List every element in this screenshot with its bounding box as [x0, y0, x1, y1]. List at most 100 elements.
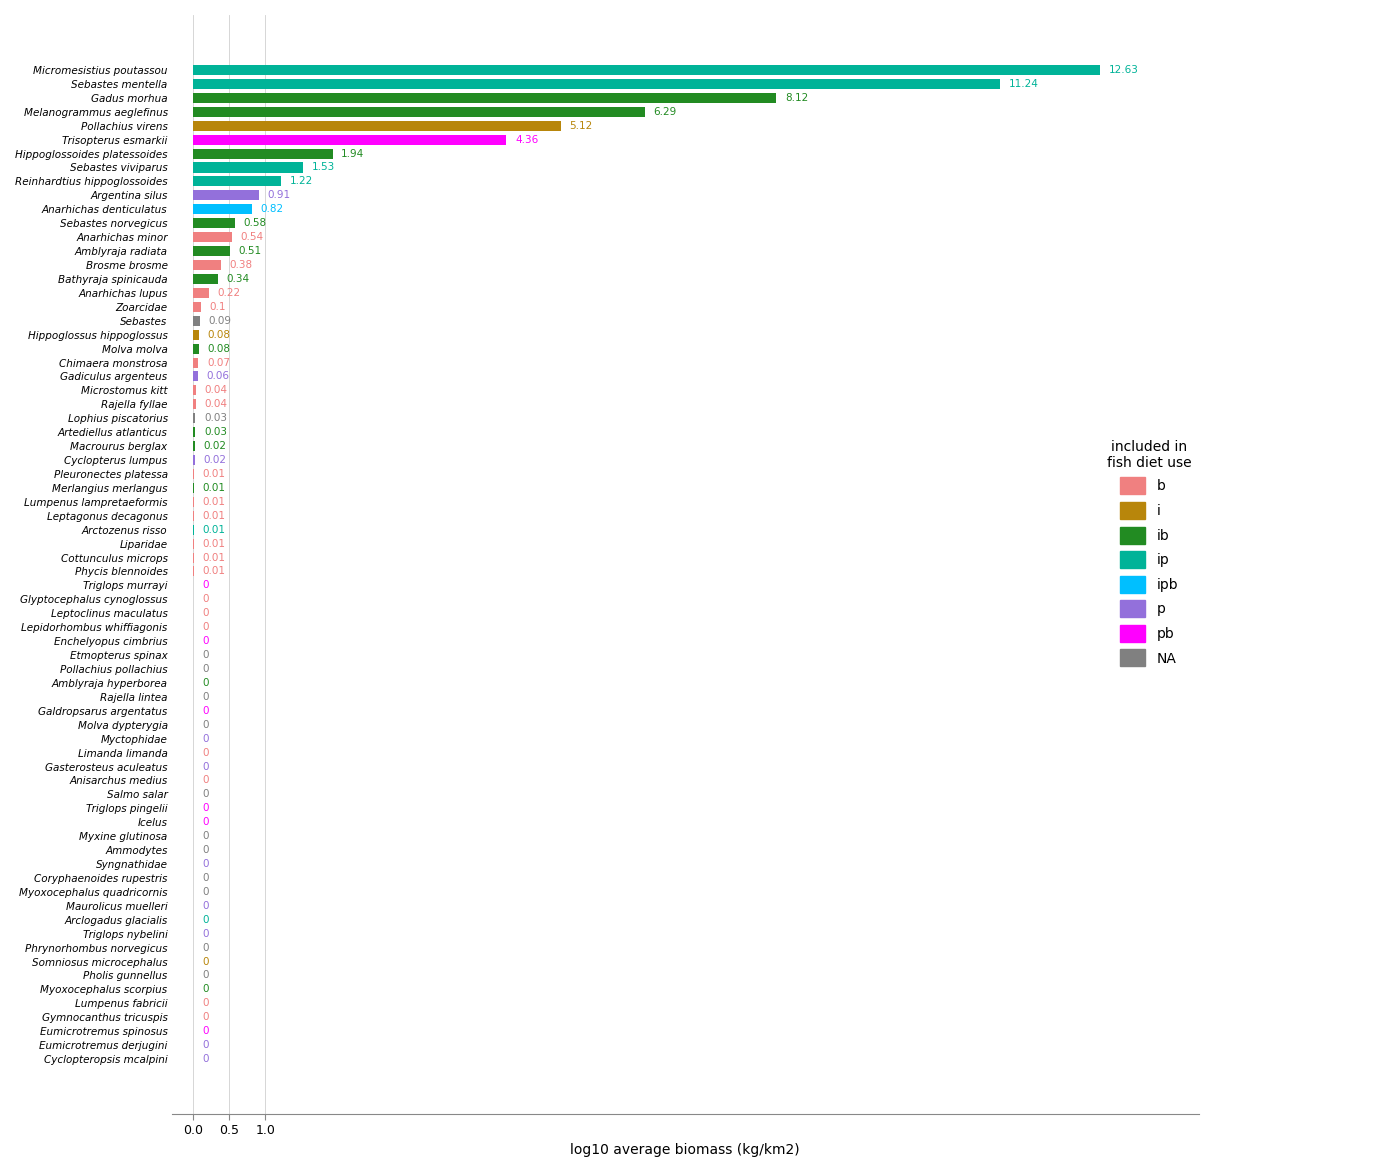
Bar	[193, 93, 776, 103]
Text: 0: 0	[201, 665, 208, 674]
Bar	[193, 400, 196, 409]
Bar	[193, 163, 303, 172]
Text: 0: 0	[201, 608, 208, 619]
Text: 0.06: 0.06	[207, 372, 229, 381]
Text: 0.54: 0.54	[241, 232, 263, 243]
Bar	[193, 315, 200, 326]
Text: 8.12: 8.12	[785, 93, 808, 103]
Text: 0: 0	[201, 928, 208, 939]
Text: 0: 0	[201, 942, 208, 953]
Text: 0.01: 0.01	[203, 539, 226, 548]
Text: 0: 0	[201, 901, 208, 911]
Text: 1.53: 1.53	[312, 163, 335, 172]
Text: 4.36: 4.36	[514, 135, 538, 144]
Text: 0.03: 0.03	[204, 414, 228, 423]
Text: 0: 0	[201, 956, 208, 967]
Text: 0: 0	[201, 622, 208, 632]
Bar	[193, 427, 196, 437]
Bar	[193, 107, 645, 117]
Bar	[193, 301, 200, 312]
Text: 0.08: 0.08	[208, 329, 230, 340]
Text: 0: 0	[201, 999, 208, 1008]
Text: 0: 0	[201, 594, 208, 605]
Bar	[193, 329, 199, 340]
Bar	[193, 414, 196, 423]
Bar	[193, 386, 196, 395]
Text: 12.63: 12.63	[1109, 64, 1139, 75]
Text: 0.38: 0.38	[229, 260, 252, 270]
Text: 0.58: 0.58	[244, 218, 266, 229]
Text: 0.04: 0.04	[205, 400, 228, 409]
Text: 0.34: 0.34	[226, 274, 250, 284]
Text: 0.01: 0.01	[203, 497, 226, 506]
Bar	[193, 121, 561, 131]
Text: 0.01: 0.01	[203, 566, 226, 577]
Text: 0.1: 0.1	[210, 302, 226, 312]
Text: 0: 0	[201, 790, 208, 799]
Bar	[193, 135, 506, 144]
Text: 0: 0	[201, 845, 208, 856]
Bar	[193, 218, 234, 229]
Text: 0: 0	[201, 984, 208, 994]
Bar	[193, 288, 210, 298]
Text: 0: 0	[201, 817, 208, 827]
Text: 0: 0	[201, 1013, 208, 1022]
Bar	[193, 260, 221, 270]
Text: 6.29: 6.29	[654, 107, 677, 117]
Text: 0: 0	[201, 762, 208, 771]
Text: 0.03: 0.03	[204, 427, 228, 437]
Bar	[193, 79, 1000, 89]
Bar	[193, 441, 194, 451]
Bar	[193, 232, 232, 243]
Text: 0: 0	[201, 650, 208, 660]
Bar	[193, 274, 218, 284]
Text: 0.01: 0.01	[203, 525, 226, 534]
Bar	[193, 246, 230, 257]
Bar	[193, 149, 332, 158]
Bar	[193, 343, 199, 354]
Text: 0.22: 0.22	[218, 288, 241, 298]
Text: 0.01: 0.01	[203, 469, 226, 479]
Bar	[193, 177, 281, 186]
Text: 0: 0	[201, 734, 208, 744]
Text: 0.01: 0.01	[203, 552, 226, 563]
Text: 0: 0	[201, 720, 208, 730]
Text: 0.09: 0.09	[208, 315, 232, 326]
Text: 0: 0	[201, 677, 208, 688]
Bar	[193, 190, 259, 200]
Text: 0: 0	[201, 1054, 208, 1064]
Text: 0: 0	[201, 706, 208, 716]
Text: 1.22: 1.22	[290, 177, 313, 186]
Text: 5.12: 5.12	[570, 121, 593, 131]
Legend: b, i, ib, ip, ipb, p, pb, NA: b, i, ib, ip, ipb, p, pb, NA	[1107, 440, 1191, 667]
Bar	[193, 204, 252, 214]
Text: 0.91: 0.91	[268, 190, 291, 200]
Text: 0: 0	[201, 1027, 208, 1036]
Text: 0.82: 0.82	[261, 204, 284, 214]
Text: 0: 0	[201, 915, 208, 925]
Text: 0.08: 0.08	[208, 343, 230, 354]
Text: 1.94: 1.94	[341, 149, 364, 158]
Text: 0.51: 0.51	[239, 246, 262, 255]
Text: 0: 0	[201, 776, 208, 785]
Text: 0: 0	[201, 859, 208, 868]
Text: 0.01: 0.01	[203, 511, 226, 520]
Text: 0.07: 0.07	[207, 357, 230, 368]
Bar	[193, 64, 1100, 75]
Text: 0: 0	[201, 636, 208, 646]
Text: 0: 0	[201, 691, 208, 702]
Bar	[193, 455, 194, 465]
Text: 0.02: 0.02	[203, 441, 226, 451]
Text: 0: 0	[201, 748, 208, 757]
Bar	[193, 372, 197, 381]
Text: 0.04: 0.04	[205, 386, 228, 395]
Text: 0: 0	[201, 1040, 208, 1050]
Text: 0: 0	[201, 831, 208, 841]
Text: 0: 0	[201, 803, 208, 813]
Bar	[193, 357, 199, 368]
Text: 0.01: 0.01	[203, 483, 226, 493]
Text: 0.02: 0.02	[203, 455, 226, 465]
X-axis label: log10 average biomass (kg/km2): log10 average biomass (kg/km2)	[571, 1143, 800, 1157]
Text: 0: 0	[201, 580, 208, 591]
Text: 11.24: 11.24	[1009, 79, 1038, 89]
